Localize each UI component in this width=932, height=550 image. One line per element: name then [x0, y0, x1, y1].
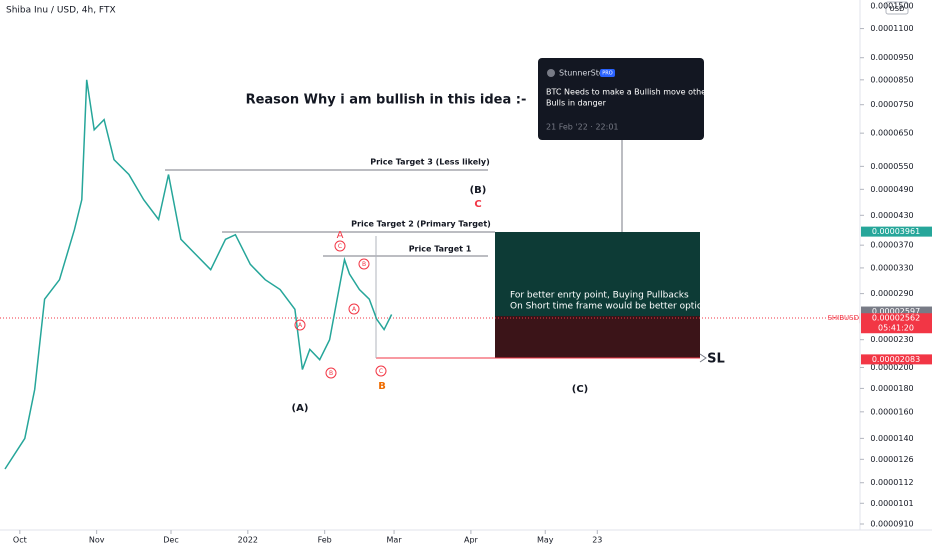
x-tick-label: Dec [163, 536, 178, 545]
x-tick-label: Nov [89, 536, 105, 545]
wave-circle [325, 367, 337, 379]
y-tick-label: 0.0000112 [870, 478, 913, 487]
tweet-date: 21 Feb '22 · 22:01 [546, 123, 619, 132]
wave-label: (C) [572, 384, 588, 395]
y-tick-label: 0.0001100 [870, 24, 913, 33]
wave-circle [294, 319, 306, 331]
price-label: 0.00002597 [872, 307, 920, 316]
target-label: Price Target 2 (Primary Target) [351, 220, 491, 229]
y-tick-label: 0.0000910 [870, 520, 913, 529]
price-label: 0.00002083 [872, 355, 920, 364]
y-tick-label: 0.0000370 [870, 241, 913, 250]
y-tick-label: 0.0000550 [870, 162, 913, 171]
x-tick-label: May [537, 536, 554, 545]
y-tick-label: 0.0000126 [870, 455, 913, 464]
currency: USD [890, 5, 905, 13]
wave-label: C [474, 199, 481, 210]
wave-circle [334, 240, 346, 252]
stop-arrow [699, 353, 707, 363]
x-tick-label: 23 [592, 536, 602, 545]
y-tick-label: 0.0000200 [870, 363, 913, 372]
x-tick-label: Oct [13, 536, 27, 545]
x-tick-label: 2022 [238, 536, 258, 545]
y-tick-label: 0.0000180 [870, 384, 913, 393]
target-label: Price Target 3 (Less likely) [370, 158, 490, 167]
y-tick-label: 0.0000950 [870, 53, 913, 62]
headline: Reason Why i am bullish in this idea :- [246, 93, 527, 108]
price-label-box [861, 306, 932, 317]
tweet-author: StunnerStock [559, 69, 613, 78]
y-tick-label: 0.0000230 [870, 335, 913, 344]
price-label-box [861, 354, 932, 365]
wave-label: (A) [292, 403, 309, 414]
target-zone [495, 232, 700, 316]
tweet-text: Bulls in danger [546, 99, 607, 108]
y-tick-label: 0.0000490 [870, 185, 913, 194]
wave-label: (B) [470, 185, 487, 196]
price-label-box [861, 313, 932, 334]
wave-circle [358, 258, 370, 270]
y-tick-label: 0.0000101 [870, 499, 913, 508]
badge [600, 69, 615, 77]
price-label-box [861, 226, 932, 237]
wave-label: A [337, 230, 344, 241]
note: On Short time frame would be better opti… [510, 302, 711, 312]
tweet-text: BTC Needs to make a Bullish move otherwi… [546, 88, 727, 97]
x-tick-label: Apr [464, 536, 479, 545]
wave-label: B [378, 381, 386, 392]
badge-text: PRO [602, 71, 612, 77]
y-tick-label: 0.0000750 [870, 100, 913, 109]
price-label: 0.00002562 [872, 314, 920, 323]
stop-loss-label: SL [707, 352, 725, 367]
y-tick-label: 0.0000160 [870, 407, 913, 416]
price-label: 0.00003961 [872, 227, 920, 236]
x-tick-label: Feb [318, 536, 332, 545]
y-tick-label: 0.0000430 [870, 211, 913, 220]
wave-circle-label: B [362, 261, 366, 268]
target-label: Price Target 1 [409, 245, 472, 254]
price-line [4, 79, 393, 470]
y-tick-label: 0.0000650 [870, 129, 913, 138]
wave-circle-label: A [298, 322, 303, 329]
wave-circle-label: A [352, 306, 357, 313]
wave-circle [348, 303, 360, 315]
y-tick-label: 0.0000330 [870, 263, 913, 272]
y-tick-label: 0.0000850 [870, 75, 913, 84]
note: For better enrty point, Buying Pullbacks [510, 291, 689, 301]
wave-circle-label: C [338, 243, 342, 250]
wave-circle [375, 365, 387, 377]
symbol: SHIBUSD [827, 314, 859, 322]
tweet-card [538, 58, 704, 140]
y-tick-label: 0.0000140 [870, 434, 913, 443]
currency-box [885, 1, 909, 15]
stop-zone [495, 316, 700, 358]
y-tick-label: 0.0001500 [870, 2, 913, 11]
avatar [547, 69, 555, 77]
countdown: 05:41:20 [878, 324, 914, 333]
x-tick-label: Mar [387, 536, 403, 545]
wave-circle-label: C [379, 368, 383, 375]
y-tick-label: 0.0000290 [870, 289, 913, 298]
chart-title: Shiba Inu / USD, 4h, FTX [6, 6, 116, 16]
wave-circle-label: B [329, 370, 333, 377]
